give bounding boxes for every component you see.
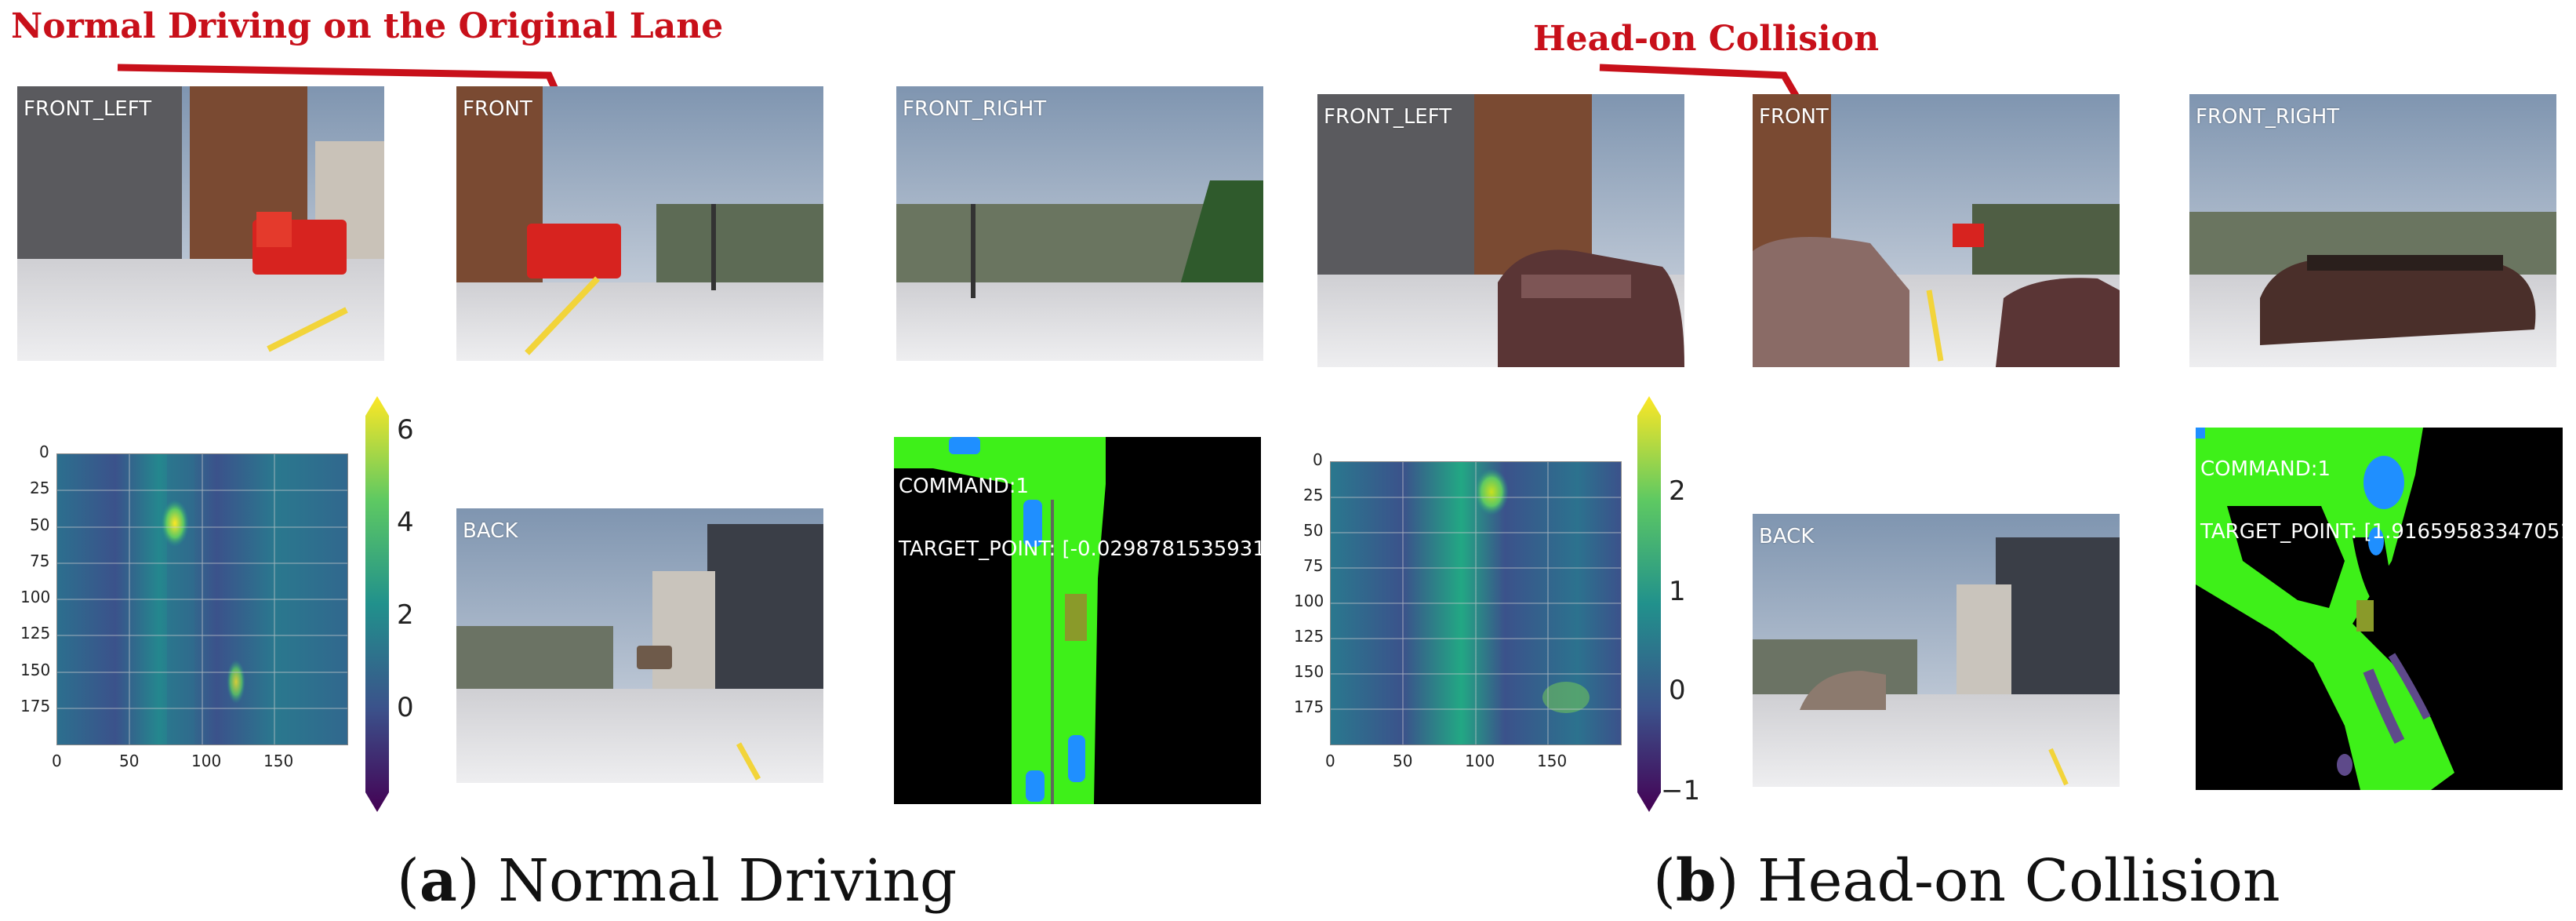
caption-b-text: Head-on Collision [1757, 847, 2280, 915]
panel-a-y-tick: 175 [20, 697, 51, 715]
panel-b-x-tick: 150 [1537, 752, 1568, 770]
panel-b-back-label: BACK [1759, 525, 1815, 548]
panel-a-x-tick: 50 [119, 752, 140, 770]
panel-b-colorbar-tick: −1 [1661, 775, 1701, 806]
panel-b-front-camera: FRONT [1753, 94, 2120, 367]
panel-b-front-right-label: FRONT_RIGHT [2196, 105, 2340, 129]
panel-a-x-tick: 100 [191, 752, 222, 770]
panel-b-x-tick: 50 [1393, 752, 1413, 770]
panel-b-front-left-camera: FRONT_LEFT [1317, 94, 1684, 367]
panel-a-heatmap-image [56, 453, 348, 745]
panel-b-heatmap: 0 25 50 75 100 125 150 175 0 50 100 150 [1294, 439, 1662, 784]
caption-a-text: Normal Driving [498, 847, 957, 915]
panel-a-x-tick: 150 [263, 752, 294, 770]
panel-a-command-text: COMMAND:1 [899, 475, 1030, 498]
panel-a-y-tick: 100 [20, 588, 51, 606]
panel-a-colorbar-tick: 2 [397, 599, 414, 631]
panel-a-back-label: BACK [463, 519, 518, 543]
panel-a-y-tick: 125 [20, 624, 51, 643]
panel-b-y-tick: 175 [1294, 697, 1324, 716]
panel-b-colorbar-tick: 1 [1669, 576, 1686, 607]
panel-b-colorbar-tick: 2 [1669, 475, 1686, 507]
panel-a-back-camera: BACK [456, 508, 823, 783]
panel-b-back-camera: BACK [1753, 514, 2120, 787]
caption-a-label: a [419, 847, 457, 915]
panel-b-y-tick: 0 [1313, 450, 1323, 469]
caption-a: (a) Normal Driving [397, 847, 957, 915]
panel-a-y-tick: 50 [30, 515, 50, 534]
panel-a-front-left-label: FRONT_LEFT [24, 97, 152, 121]
panel-b-y-tick: 125 [1294, 627, 1324, 646]
panel-a-colorbar-tick: 4 [397, 507, 414, 538]
panel-b-y-tick: 150 [1294, 662, 1324, 681]
panel-a-target-point-text: TARGET_POINT: [-0.029878153593113 [899, 537, 1261, 561]
left-annotation-title: Normal Driving on the Original Lane [11, 6, 724, 46]
panel-b-y-tick: 25 [1303, 486, 1324, 504]
panel-a-y-tick: 150 [20, 661, 51, 679]
panel-b-target-point-text: TARGET_POINT: [1.916595833470515 [2200, 520, 2563, 544]
caption-b-label: b [1675, 847, 1717, 915]
panel-b-y-tick: 75 [1303, 556, 1324, 575]
panel-b-command-text: COMMAND:1 [2200, 457, 2331, 481]
panel-a-y-tick: 75 [30, 552, 50, 570]
panel-b-colorbar-tick: 0 [1669, 675, 1686, 706]
panel-a-front-left-camera: FRONT_LEFT [17, 86, 384, 361]
panel-a-colorbar [365, 396, 389, 812]
panel-a-colorbar-tick: 6 [397, 414, 414, 446]
panel-b-y-tick: 100 [1294, 592, 1324, 610]
panel-a-x-tick: 0 [52, 752, 62, 770]
right-annotation-title: Head-on Collision [1533, 19, 1880, 59]
panel-b-front-left-label: FRONT_LEFT [1324, 105, 1452, 129]
panel-a-bev-map: COMMAND:1 TARGET_POINT: [-0.029878153593… [894, 437, 1261, 804]
panel-b-front-right-camera: FRONT_RIGHT [2189, 94, 2556, 367]
panel-b-front-label: FRONT [1759, 105, 1829, 129]
panel-a-front-right-camera: FRONT_RIGHT [896, 86, 1263, 361]
caption-b: (b) Head-on Collision [1653, 847, 2280, 915]
panel-a-front-label: FRONT [463, 97, 532, 121]
panel-b-x-tick: 0 [1325, 752, 1335, 770]
panel-a-y-tick: 0 [39, 442, 49, 461]
panel-b-y-tick: 50 [1303, 521, 1324, 540]
panel-b-colorbar [1637, 396, 1661, 812]
panel-a-front-right-label: FRONT_RIGHT [903, 97, 1047, 121]
panel-a-heatmap: 0 25 50 75 100 125 150 175 0 50 100 150 [0, 439, 361, 784]
panel-b-heatmap-image [1330, 461, 1622, 745]
panel-a-colorbar-tick: 0 [397, 692, 414, 723]
panel-b-bev-map: COMMAND:1 TARGET_POINT: [1.9165958334705… [2196, 428, 2563, 790]
panel-b-x-tick: 100 [1465, 752, 1495, 770]
panel-a-y-tick: 25 [30, 479, 50, 497]
panel-a-front-camera: FRONT [456, 86, 823, 361]
